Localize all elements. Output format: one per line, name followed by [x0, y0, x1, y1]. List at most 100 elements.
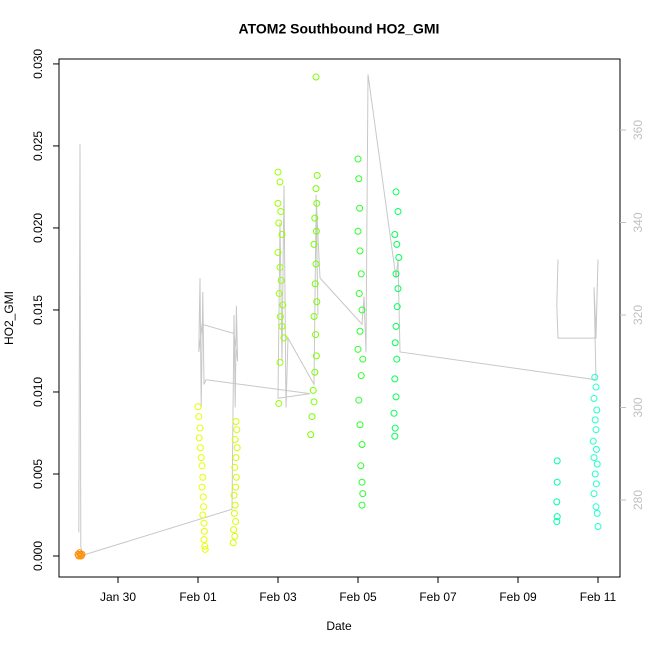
x-tick-label: Feb 09: [499, 590, 537, 604]
data-point: [354, 345, 362, 353]
data-point: [195, 434, 203, 442]
data-point: [310, 240, 318, 248]
data-point: [592, 480, 600, 488]
data-point: [232, 483, 240, 491]
chart-title: ATOM2 Southbound HO2_GMI: [239, 21, 440, 37]
y-tick-label: 0.015: [31, 295, 45, 325]
y2-tick-label: 340: [631, 212, 645, 232]
x-tick-label: Feb 05: [339, 590, 377, 604]
data-point: [312, 73, 320, 81]
data-point: [275, 290, 283, 298]
y-tick-label: 0.005: [31, 459, 45, 489]
data-point: [201, 542, 209, 550]
x-tick-label: Feb 11: [580, 590, 617, 604]
data-point: [233, 426, 241, 434]
data-point: [309, 386, 317, 394]
data-point: [278, 231, 286, 239]
data-point: [311, 214, 319, 222]
data-point: [359, 355, 367, 363]
y2-tick-label: 300: [631, 397, 645, 417]
data-point: [553, 478, 561, 486]
data-point: [592, 503, 600, 511]
data-point: [312, 185, 320, 193]
data-point: [198, 462, 206, 470]
data-point: [312, 331, 320, 339]
data-point: [199, 473, 207, 481]
data-point: [313, 199, 321, 207]
data-point: [197, 454, 205, 462]
series-line: [78, 74, 599, 557]
data-point: [277, 208, 285, 216]
data-point: [195, 413, 203, 421]
data-point: [276, 178, 284, 186]
data-point: [357, 462, 365, 470]
data-point: [355, 175, 363, 183]
data-point: [593, 509, 601, 517]
data-point: [275, 219, 283, 227]
data-point: [591, 373, 599, 381]
data-point: [312, 227, 320, 235]
data-point: [311, 368, 319, 376]
data-point: [196, 424, 204, 432]
data-point: [199, 493, 207, 501]
data-point: [593, 406, 601, 414]
data-point: [229, 539, 237, 547]
data-point: [231, 501, 239, 509]
data-point: [78, 550, 86, 558]
data-point: [391, 231, 399, 239]
data-point: [274, 199, 282, 207]
data-point: [312, 352, 320, 360]
data-point: [276, 263, 284, 271]
data-point: [230, 491, 238, 499]
data-point: [590, 454, 598, 462]
data-point: [201, 545, 209, 553]
data-point: [392, 393, 400, 401]
data-point: [359, 490, 367, 498]
y-axis-label: HO2_GMI: [2, 291, 16, 345]
data-point: [276, 313, 284, 321]
data-point: [277, 276, 285, 284]
data-point: [553, 518, 561, 526]
plot-frame: [58, 58, 621, 578]
data-point: [280, 334, 288, 342]
data-point: [392, 270, 400, 278]
y2-tick-label: 280: [631, 490, 645, 510]
data-point: [594, 522, 602, 530]
data-point: [356, 204, 364, 212]
data-point: [310, 313, 318, 321]
data-point: [390, 409, 398, 417]
data-point: [200, 536, 208, 544]
data-point: [553, 513, 561, 521]
data-point: [391, 375, 399, 383]
data-point: [592, 426, 600, 434]
data-point: [279, 301, 287, 309]
data-point: [553, 498, 561, 506]
data-point: [393, 240, 401, 248]
data-point: [232, 518, 240, 526]
data-point: [355, 396, 363, 404]
x-tick-label: Feb 03: [259, 590, 297, 604]
data-point: [358, 306, 366, 314]
data-point: [199, 511, 207, 519]
data-point: [391, 424, 399, 432]
data-point: [593, 460, 601, 468]
data-point: [357, 270, 365, 278]
y-tick-label: 0.020: [31, 213, 45, 243]
data-point: [393, 355, 401, 363]
x-tick-label: Feb 07: [419, 590, 457, 604]
data-point: [395, 253, 403, 261]
y2-tick-label: 360: [631, 120, 645, 140]
data-point: [590, 395, 598, 403]
data-point: [592, 445, 600, 453]
data-point: [200, 519, 208, 527]
x-tick-label: Feb 01: [179, 590, 217, 604]
data-point: [308, 413, 316, 421]
x-tick-label: Jan 30: [100, 590, 136, 604]
data-point: [591, 470, 599, 478]
data-point: [233, 444, 241, 452]
data-point: [276, 358, 284, 366]
data-point: [589, 437, 597, 445]
data-point: [275, 399, 283, 407]
data-point: [232, 454, 240, 462]
